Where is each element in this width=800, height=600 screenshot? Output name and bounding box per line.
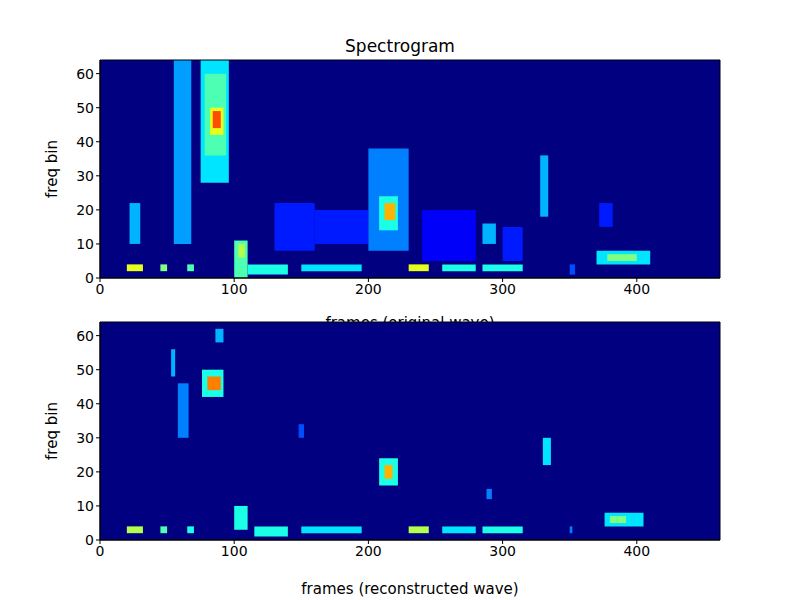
svg-text:10: 10 bbox=[76, 236, 94, 252]
svg-text:200: 200 bbox=[355, 281, 382, 297]
svg-text:40: 40 bbox=[76, 396, 94, 412]
svg-text:10: 10 bbox=[76, 498, 94, 514]
svg-text:0: 0 bbox=[85, 270, 94, 286]
svg-text:frames (reconstructed wave): frames (reconstructed wave) bbox=[301, 580, 518, 598]
svg-text:0: 0 bbox=[96, 281, 105, 297]
svg-text:20: 20 bbox=[76, 202, 94, 218]
svg-text:20: 20 bbox=[76, 464, 94, 480]
svg-text:300: 300 bbox=[489, 543, 516, 559]
svg-text:50: 50 bbox=[76, 100, 94, 116]
svg-text:100: 100 bbox=[221, 281, 248, 297]
svg-text:400: 400 bbox=[623, 543, 650, 559]
html-text:Spectrogram: Spectrogram bbox=[345, 36, 455, 56]
svg-text:40: 40 bbox=[76, 134, 94, 150]
svg-text:200: 200 bbox=[355, 543, 382, 559]
svg-text:60: 60 bbox=[76, 328, 94, 344]
svg-text:400: 400 bbox=[623, 281, 650, 297]
svg-text:30: 30 bbox=[76, 168, 94, 184]
svg-text:freq bin: freq bin bbox=[43, 402, 61, 460]
svg-text:30: 30 bbox=[76, 430, 94, 446]
svg-text:0: 0 bbox=[85, 532, 94, 548]
svg-text:300: 300 bbox=[489, 281, 516, 297]
svg-text:50: 50 bbox=[76, 362, 94, 378]
svg-text:60: 60 bbox=[76, 66, 94, 82]
svg-text:100: 100 bbox=[221, 543, 248, 559]
svg-text:freq bin: freq bin bbox=[43, 140, 61, 198]
svg-text:0: 0 bbox=[96, 543, 105, 559]
